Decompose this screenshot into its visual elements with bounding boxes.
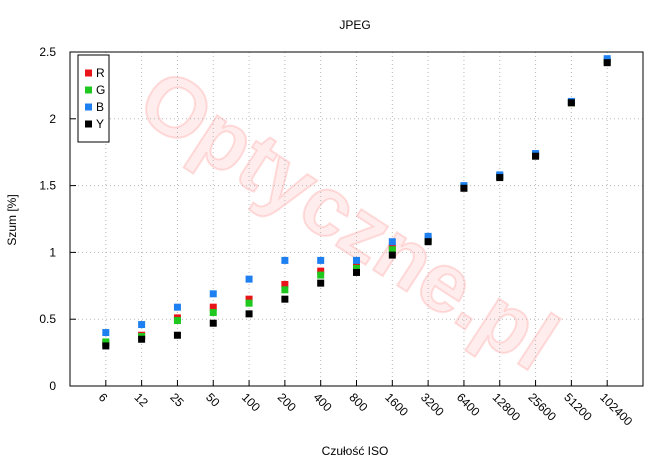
point: [317, 256, 325, 264]
point: [209, 309, 217, 317]
point: [209, 319, 217, 327]
point: [245, 299, 253, 307]
point: [567, 99, 575, 107]
point: [353, 264, 360, 272]
point: [209, 290, 217, 298]
legend-marker: [85, 86, 92, 94]
x-tick-label: 1600: [382, 390, 411, 419]
point: [603, 59, 611, 67]
x-tick-label: 6400: [454, 390, 483, 419]
legend-box: [77, 54, 110, 143]
point: [281, 280, 289, 288]
point: [209, 303, 217, 311]
x-tick-label: 400: [311, 390, 335, 414]
legend-label: R: [96, 66, 105, 80]
point: [317, 279, 325, 287]
point: [317, 267, 325, 275]
x-tick-label: 25: [167, 390, 187, 410]
point: [245, 310, 253, 318]
point: [102, 338, 110, 346]
point: [173, 317, 181, 325]
point: [424, 232, 432, 240]
point: [353, 268, 360, 276]
legend-marker: [85, 120, 92, 128]
legend-label: Y: [96, 117, 104, 131]
plot-frame: [69, 51, 644, 387]
point: [603, 55, 611, 63]
watermark: Optyczne.pl: [123, 50, 573, 388]
x-tick-label: 800: [346, 390, 370, 414]
x-tick-label: 51200: [561, 390, 595, 424]
point: [102, 329, 110, 337]
x-axis-label: Czułość ISO: [322, 444, 389, 458]
y-tick-label: 2: [49, 112, 56, 126]
point: [388, 251, 396, 259]
point: [281, 286, 289, 294]
point: [388, 238, 396, 246]
x-tick-label: 25600: [525, 390, 559, 424]
point: [245, 295, 253, 303]
y-tick-label: 1: [49, 245, 56, 259]
x-tick-label: 102400: [597, 390, 635, 428]
point: [245, 275, 253, 283]
legend-marker: [85, 103, 92, 111]
point: [281, 256, 289, 264]
point: [424, 238, 432, 246]
legend-label: B: [96, 100, 104, 114]
chart-title: JPEG: [339, 18, 370, 32]
y-tick-label: 1.5: [39, 179, 56, 193]
point: [138, 321, 146, 329]
y-tick-label: 0: [49, 379, 56, 393]
point: [173, 331, 181, 339]
point: [173, 303, 181, 311]
x-tick-label: 50: [203, 390, 223, 410]
legend-marker: [85, 69, 92, 77]
x-tick-label: 200: [275, 390, 299, 414]
y-axis-label: Szum [%]: [5, 194, 19, 245]
point: [281, 295, 289, 303]
point: [138, 335, 146, 343]
x-tick-label: 12: [132, 390, 152, 410]
point: [532, 152, 540, 160]
point: [353, 256, 360, 264]
point: [460, 184, 468, 192]
point: [496, 174, 504, 182]
x-tick-label: 12800: [490, 390, 524, 424]
x-tick-label: 3200: [418, 390, 447, 419]
y-tick-label: 0.5: [39, 312, 56, 326]
point: [317, 271, 325, 279]
point: [388, 246, 396, 254]
legend-label: G: [96, 83, 105, 97]
point: [102, 342, 110, 350]
x-tick-label: 100: [239, 390, 263, 414]
y-tick-label: 2.5: [39, 45, 56, 59]
x-tick-label: 6: [96, 390, 111, 405]
